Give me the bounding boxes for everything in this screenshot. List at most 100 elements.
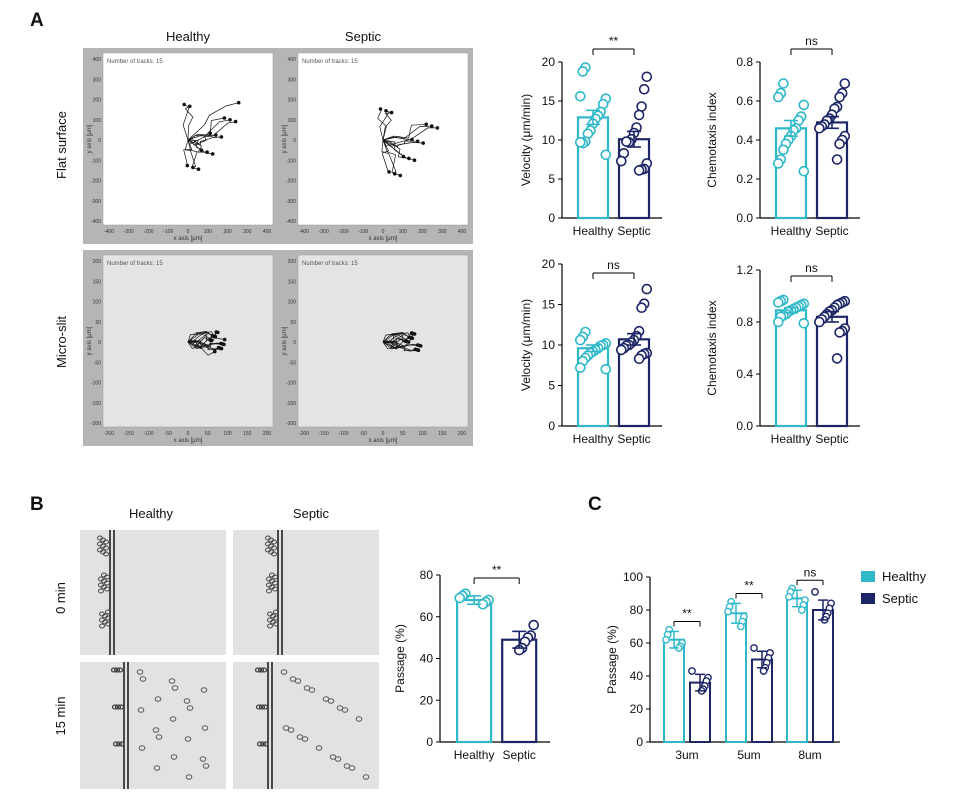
data-point bbox=[638, 84, 650, 95]
cell-track bbox=[187, 119, 231, 141]
track-endpoint bbox=[415, 139, 420, 144]
track-x-tick: 200 bbox=[458, 431, 467, 437]
chart-chemotaxis-slit: 0.0 0.4 0.8 1.2 Chemotaxis index Healthy Septi… bbox=[705, 261, 860, 446]
track-endpoint bbox=[222, 116, 227, 120]
track-endpoint bbox=[219, 341, 223, 346]
track-endpoint bbox=[185, 163, 190, 168]
micrograph-septic-15min bbox=[233, 662, 379, 789]
track-endpoint bbox=[191, 165, 195, 170]
legend: Healthy Septic bbox=[861, 569, 927, 606]
track-x-tick: -100 bbox=[358, 229, 368, 235]
micrograph-septic-0min bbox=[233, 530, 379, 655]
data-point bbox=[831, 154, 843, 165]
cell-track bbox=[382, 332, 412, 343]
significance-label: ns bbox=[805, 261, 818, 275]
cell-track bbox=[382, 125, 432, 141]
track-y-axis-label: y axis [μm] bbox=[282, 124, 288, 153]
migrated-cell bbox=[336, 705, 344, 711]
y-tick-label: 60 bbox=[420, 610, 434, 624]
track-x-tick: 300 bbox=[438, 229, 447, 235]
data-point bbox=[577, 66, 589, 77]
data-point bbox=[785, 592, 793, 601]
data-point bbox=[834, 138, 845, 150]
x-tick-label: 8um bbox=[798, 748, 821, 762]
track-endpoint bbox=[435, 126, 440, 130]
track-endpoint bbox=[430, 124, 434, 128]
data-point bbox=[621, 136, 632, 147]
cell bbox=[119, 741, 125, 747]
track-y-tick: 400 bbox=[288, 57, 297, 63]
data-point bbox=[574, 334, 586, 346]
tracks-count-label: Number of tracks: 15 bbox=[107, 59, 163, 65]
x-tick-label: Septic bbox=[815, 224, 848, 238]
track-y-tick: 100 bbox=[288, 118, 297, 124]
track-y-tick: 200 bbox=[93, 98, 102, 104]
cell-track bbox=[187, 139, 213, 155]
cell bbox=[272, 580, 278, 586]
data-point bbox=[615, 155, 627, 167]
track-y-tick: 0 bbox=[293, 138, 296, 144]
data-point bbox=[839, 78, 851, 89]
cell bbox=[103, 539, 109, 545]
bar-healthy-8um bbox=[786, 597, 808, 744]
cell-track bbox=[382, 340, 416, 351]
data-point bbox=[724, 607, 732, 616]
cell-track bbox=[382, 112, 392, 141]
y-tick-label: 40 bbox=[420, 652, 434, 666]
bar-septic bbox=[501, 638, 538, 744]
y-tick-label: 20 bbox=[542, 55, 556, 69]
track-y-tick: 0 bbox=[98, 138, 101, 144]
y-tick-label: 100 bbox=[623, 570, 643, 584]
significance-label: ** bbox=[492, 563, 502, 577]
data-point bbox=[798, 99, 810, 111]
track-x-tick: -200 bbox=[104, 431, 114, 437]
track-y-tick: -100 bbox=[286, 381, 296, 387]
data-point bbox=[641, 283, 653, 295]
data-point bbox=[813, 123, 825, 134]
track-y-tick: -200 bbox=[91, 179, 101, 185]
track-endpoint bbox=[387, 170, 391, 174]
track-y-tick: 200 bbox=[93, 259, 102, 265]
y-tick-label: 0.8 bbox=[736, 315, 753, 329]
cell-track bbox=[382, 341, 418, 350]
y-tick-label: 15 bbox=[542, 94, 556, 108]
cell bbox=[98, 588, 104, 594]
bar-healthy-5um bbox=[725, 612, 747, 743]
cell bbox=[115, 704, 121, 710]
track-endpoint bbox=[222, 337, 227, 342]
cell bbox=[117, 667, 123, 673]
bar-septic bbox=[815, 315, 849, 428]
track-y-tick: -150 bbox=[286, 401, 296, 407]
y-tick-label: 0 bbox=[548, 419, 555, 433]
chart-velocity-slit: 0 5 10 15 20 Velocity (μm/min) Healthy Septic ns bbox=[519, 257, 662, 446]
significance-label: ns bbox=[607, 258, 620, 272]
track-endpoint bbox=[213, 349, 217, 354]
y-tick-label: 0.6 bbox=[736, 94, 753, 108]
cell bbox=[99, 623, 105, 629]
panel-label-a: A bbox=[30, 10, 44, 31]
cell-track bbox=[187, 331, 213, 343]
legend-label-septic: Septic bbox=[882, 591, 919, 606]
track-x-tick: 100 bbox=[399, 229, 408, 235]
cell-track bbox=[382, 332, 413, 343]
cell bbox=[273, 609, 279, 615]
migrated-cell bbox=[296, 734, 304, 740]
y-axis-label: Chemotaxis index bbox=[705, 300, 719, 395]
micrograph-background bbox=[80, 662, 226, 789]
cell bbox=[261, 667, 267, 673]
track-x-tick: 300 bbox=[243, 229, 252, 235]
track-endpoint bbox=[407, 156, 411, 161]
track-x-tick: 150 bbox=[243, 431, 252, 437]
panel-label-b: B bbox=[30, 494, 44, 515]
cell bbox=[103, 545, 109, 551]
cell-track bbox=[187, 331, 216, 343]
track-endpoint bbox=[214, 133, 218, 137]
x-tick-label: Septic bbox=[815, 432, 848, 446]
track-x-axis-label: x axis [μm] bbox=[369, 438, 398, 444]
micrograph-healthy-0min bbox=[80, 530, 226, 655]
y-tick-label: 80 bbox=[630, 603, 644, 617]
track-y-tick: -400 bbox=[91, 219, 101, 225]
track-endpoint bbox=[378, 107, 383, 111]
track-x-tick: 400 bbox=[263, 229, 272, 235]
data-point bbox=[528, 619, 540, 631]
